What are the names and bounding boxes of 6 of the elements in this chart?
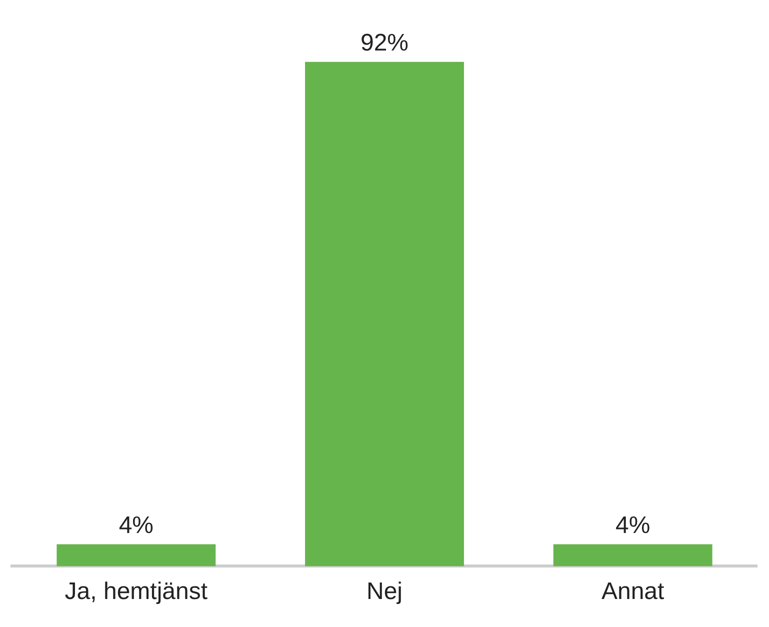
x-tick-label: Nej	[366, 578, 403, 606]
data-label: 4%	[615, 512, 650, 539]
data-label: 4%	[118, 512, 154, 539]
data-label: 92%	[360, 29, 409, 56]
x-tick-label: Ja, hemtjänst	[64, 578, 208, 606]
x-tick-label: Annat	[601, 578, 665, 606]
